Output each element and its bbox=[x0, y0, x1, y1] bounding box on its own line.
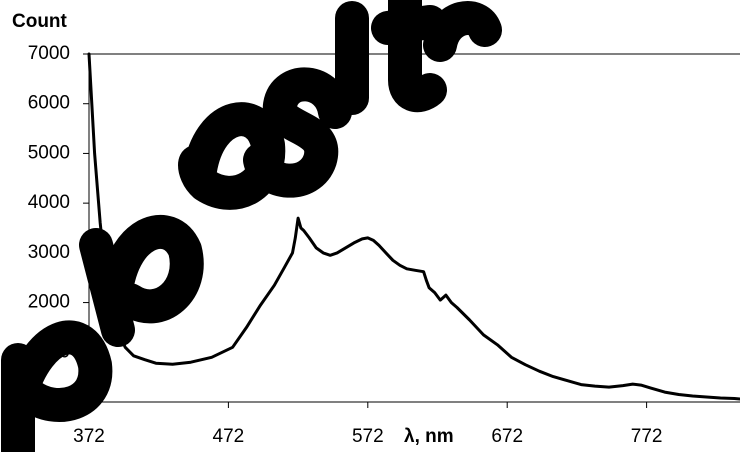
watermark bbox=[1, 0, 502, 452]
x-tick-label: 772 bbox=[631, 426, 663, 447]
y-tick-label: 4000 bbox=[28, 192, 70, 213]
y-tick-label: 6000 bbox=[28, 93, 70, 114]
x-tick-label: 472 bbox=[213, 426, 245, 447]
y-tick-label: 1000 bbox=[28, 341, 70, 362]
x-tick-label: 372 bbox=[73, 426, 105, 447]
y-tick-label: 0 bbox=[59, 391, 70, 412]
y-tick-label: 3000 bbox=[28, 242, 70, 263]
spectrum-series-line bbox=[87, 52, 740, 401]
y-tick-label: 5000 bbox=[28, 142, 70, 163]
x-axis-title: λ, nm bbox=[404, 426, 454, 447]
x-tick-label: 672 bbox=[491, 426, 523, 447]
y-axis-title: Count bbox=[12, 11, 68, 32]
y-tick-label: 2000 bbox=[28, 292, 70, 313]
x-tick-label: 572 bbox=[352, 426, 384, 447]
y-tick-label: 7000 bbox=[28, 43, 70, 64]
